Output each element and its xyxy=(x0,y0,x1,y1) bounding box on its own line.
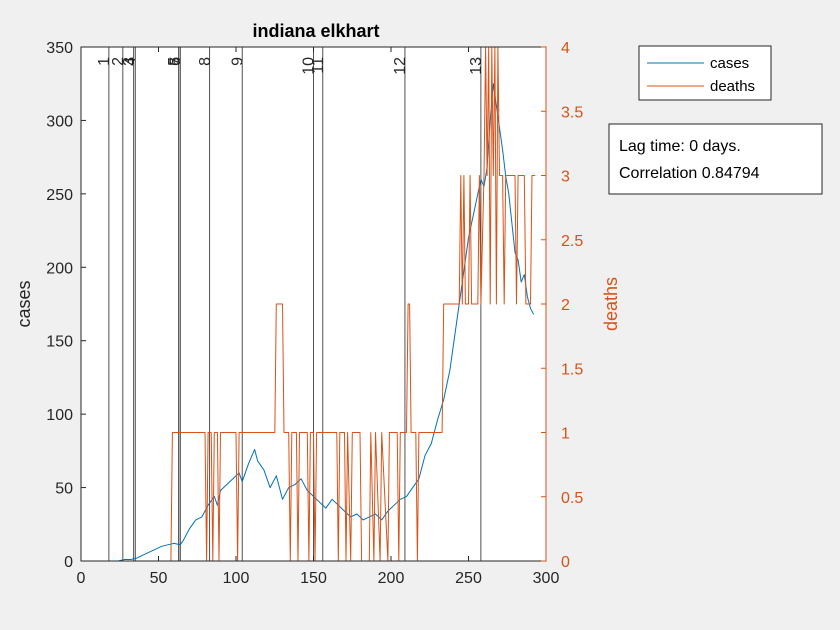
y-left-tick-label: 50 xyxy=(55,481,73,498)
event-line-label-3: 3 xyxy=(121,57,138,66)
chart-title: indiana elkhart xyxy=(252,21,379,41)
annotation-lag: Lag time: 0 days. xyxy=(619,138,741,155)
event-line-label-1: 1 xyxy=(96,57,113,66)
y-left-tick-label: 150 xyxy=(46,334,73,351)
y-left-tick-label: 100 xyxy=(46,407,73,424)
y-right-tick-label: 1 xyxy=(561,426,570,443)
legend: cases deaths xyxy=(638,45,772,101)
y-right-tick-label: 0.5 xyxy=(561,490,583,507)
y-left-tick-label: 0 xyxy=(64,554,73,571)
x-tick-label: 0 xyxy=(77,570,86,587)
axes-layer: 0 50 100 150 200 250 3000501001502002503003500… xyxy=(46,40,583,587)
event-line-label-8: 8 xyxy=(197,57,214,66)
y-right-tick-label: 1.5 xyxy=(561,361,583,378)
annotation-correlation: Correlation 0.84794 xyxy=(619,165,760,182)
legend-label-deaths: deaths xyxy=(710,78,755,95)
y-right-axis-title: deaths xyxy=(601,277,621,331)
series-line-deaths xyxy=(81,46,536,562)
y-right-tick-label: 4 xyxy=(561,40,570,57)
event-line-label-7: 7 xyxy=(167,57,184,66)
event-line-label-12: 12 xyxy=(392,57,409,75)
annotation-box: Lag time: 0 days. Correlation 0.84794 xyxy=(608,123,823,195)
x-tick-label: 150 xyxy=(300,570,327,587)
y-left-tick-label: 250 xyxy=(46,187,73,204)
y-right-tick-label: 0 xyxy=(561,554,570,571)
x-tick-label: 50 xyxy=(150,570,168,587)
series-layer xyxy=(81,46,536,562)
x-tick-label: 250 xyxy=(455,570,482,587)
event-line-label-4: 4 xyxy=(122,57,139,66)
y-left-axis-title: cases xyxy=(14,280,34,327)
y-right-tick-label: 3 xyxy=(561,169,570,186)
y-right-tick-label: 3.5 xyxy=(561,104,583,121)
event-line-label-6: 6 xyxy=(167,57,184,66)
x-tick-label: 100 xyxy=(223,570,250,587)
legend-box xyxy=(638,45,772,101)
y-right-tick-label: 2 xyxy=(561,297,570,314)
event-line-label-5: 5 xyxy=(166,57,183,66)
event-line-label-13: 13 xyxy=(468,57,485,75)
annotation-frame xyxy=(608,123,823,195)
event-line-label-9: 9 xyxy=(229,57,246,66)
event-line-label-2: 2 xyxy=(110,57,127,66)
event-line-label-11: 11 xyxy=(310,57,327,74)
y-left-tick-label: 350 xyxy=(46,40,73,57)
x-tick-label: 200 xyxy=(378,570,405,587)
y-left-tick-label: 300 xyxy=(46,113,73,130)
y-left-tick-label: 200 xyxy=(46,260,73,277)
series-line-cases xyxy=(118,83,535,562)
x-tick-label: 300 xyxy=(533,570,560,587)
legend-label-cases: cases xyxy=(710,55,749,72)
y-right-tick-label: 2.5 xyxy=(561,233,583,250)
event-line-label-10: 10 xyxy=(301,57,318,75)
